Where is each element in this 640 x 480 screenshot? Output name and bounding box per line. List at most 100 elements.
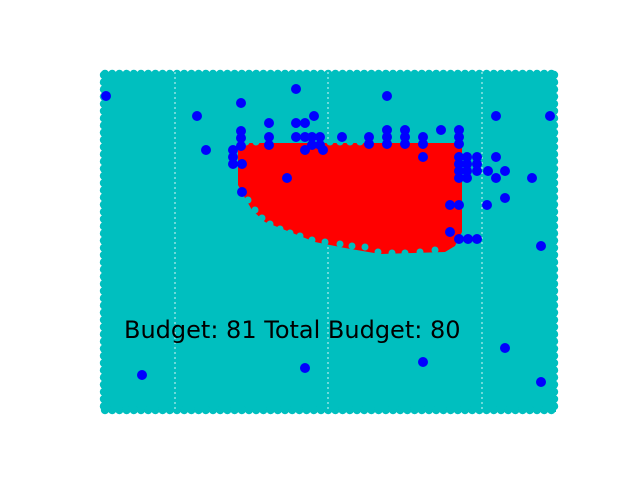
field-edge-dot bbox=[324, 405, 333, 415]
agent-dot bbox=[236, 141, 246, 151]
agent-dot bbox=[462, 173, 472, 183]
agent-dot bbox=[527, 173, 537, 183]
field-edge-dot bbox=[99, 387, 109, 396]
region-edge-dot bbox=[258, 214, 266, 222]
field-edge-dots bbox=[99, 69, 559, 415]
field-edge-dot bbox=[99, 135, 109, 144]
field-edge-dot bbox=[99, 286, 109, 296]
field-edge-dot bbox=[439, 405, 448, 415]
field-edge-dot bbox=[187, 405, 196, 415]
agent-dot bbox=[307, 132, 317, 142]
field-edge-dot bbox=[99, 78, 109, 87]
field-edge-dot bbox=[99, 265, 109, 274]
agent-dot bbox=[418, 139, 428, 149]
agent-dot bbox=[454, 125, 464, 135]
field-edge-dot bbox=[540, 69, 549, 79]
agent-dot bbox=[491, 111, 501, 121]
agent-dot bbox=[382, 139, 392, 149]
field-edge-dot bbox=[549, 387, 559, 396]
field-edge-dot bbox=[432, 69, 441, 79]
field-edge-dot bbox=[99, 394, 109, 404]
field-edge-dot bbox=[504, 69, 513, 79]
field-edge-dot bbox=[439, 69, 448, 79]
field-edge-dot bbox=[99, 380, 109, 389]
field-edge-dot bbox=[417, 405, 426, 415]
field-edge-dot bbox=[99, 106, 109, 116]
field-edge-dot bbox=[338, 405, 347, 415]
agent-dot bbox=[300, 118, 310, 128]
field-edge-dot bbox=[549, 402, 559, 411]
field-edge-dot bbox=[518, 405, 527, 415]
field-edge-dot bbox=[122, 405, 131, 415]
field-edge-dot bbox=[549, 294, 559, 303]
field-edge-dot bbox=[252, 69, 261, 79]
field-edge-dot bbox=[230, 405, 239, 415]
agent-dot bbox=[228, 159, 238, 169]
field-edge-dot bbox=[244, 405, 254, 415]
field-edge-dot bbox=[295, 405, 304, 415]
field-edge-dot bbox=[352, 405, 362, 415]
field-edge-dot bbox=[208, 69, 218, 79]
field-edge-dot bbox=[424, 69, 434, 79]
field-edge-dot bbox=[460, 405, 470, 415]
field-edge-dot bbox=[115, 69, 124, 79]
agent-dot bbox=[291, 84, 301, 94]
agent-dot bbox=[264, 118, 274, 128]
field-edge-dot bbox=[302, 405, 311, 415]
agent-dot bbox=[454, 132, 464, 142]
field-edge-dot bbox=[129, 69, 138, 79]
field-edge-dot bbox=[549, 135, 559, 144]
field-edge-dot bbox=[489, 69, 498, 79]
agent-dot bbox=[300, 132, 310, 142]
region-edge-dot bbox=[416, 248, 424, 256]
agent-dot bbox=[462, 159, 472, 169]
field-edge-dot bbox=[549, 157, 559, 166]
field-edge-dot bbox=[172, 405, 182, 415]
field-edge-dot bbox=[549, 373, 559, 382]
agent-dot bbox=[472, 166, 482, 176]
field-edge-dot bbox=[381, 69, 390, 79]
agent-dot bbox=[282, 173, 292, 183]
field-edge-dot bbox=[216, 405, 225, 415]
agent-dot bbox=[300, 363, 310, 373]
field-edge-dot bbox=[208, 405, 218, 415]
budget-value: 81 bbox=[226, 316, 257, 344]
field-edge-dot bbox=[489, 405, 498, 415]
field-edge-dot bbox=[352, 69, 362, 79]
field-edge-dot bbox=[99, 164, 109, 173]
field-edge-dot bbox=[367, 405, 376, 415]
agent-dot bbox=[500, 166, 510, 176]
region-edge-dot bbox=[251, 206, 259, 214]
agent-dot bbox=[418, 132, 428, 142]
field-edge-dot bbox=[99, 70, 109, 80]
field-edge-dot bbox=[549, 265, 559, 274]
field-edge-dot bbox=[549, 250, 559, 260]
field-edge-dot bbox=[549, 243, 559, 252]
field-edge-dot bbox=[396, 69, 405, 79]
agent-dot bbox=[228, 152, 238, 162]
field-edge-dot bbox=[453, 405, 462, 415]
field-edge-dot bbox=[475, 405, 484, 415]
field-edge-dot bbox=[549, 344, 559, 353]
field-edge-dot bbox=[468, 69, 477, 79]
field-edge-dot bbox=[99, 258, 109, 267]
agent-dot bbox=[436, 125, 446, 135]
field-edge-dot bbox=[201, 69, 210, 79]
field-edge-dot bbox=[99, 157, 109, 166]
field-edge-dot bbox=[223, 405, 232, 415]
agent-dot bbox=[472, 159, 482, 169]
field-edge-dot bbox=[99, 315, 109, 324]
agent-dot bbox=[192, 111, 202, 121]
field-edge-dot bbox=[288, 69, 297, 79]
agent-dot bbox=[400, 125, 410, 135]
agent-dot bbox=[291, 118, 301, 128]
field-edge-dot bbox=[360, 405, 369, 415]
field-edge-dot bbox=[360, 69, 369, 79]
field-edge-dot bbox=[99, 402, 109, 411]
field-edge-dot bbox=[99, 229, 109, 238]
field-edge-dot bbox=[99, 358, 109, 368]
agent-dot bbox=[364, 132, 374, 142]
field-edge-dot bbox=[280, 405, 290, 415]
field-edge-dot bbox=[99, 250, 109, 260]
